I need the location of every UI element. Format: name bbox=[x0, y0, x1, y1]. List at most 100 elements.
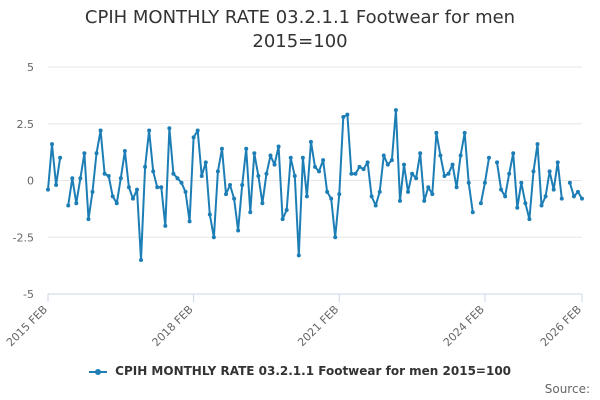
data-point bbox=[418, 151, 423, 156]
data-point bbox=[402, 162, 406, 167]
series-line bbox=[496, 143, 563, 221]
data-point bbox=[511, 151, 516, 156]
x-tick-label: 2024 FEB bbox=[441, 303, 487, 349]
data-point bbox=[543, 194, 548, 199]
data-point bbox=[130, 196, 135, 201]
data-point bbox=[575, 189, 580, 194]
chart-title-line-2: 2015=100 bbox=[252, 31, 348, 52]
data-point bbox=[135, 187, 139, 192]
data-point bbox=[195, 128, 200, 133]
data-point bbox=[495, 160, 500, 165]
data-point bbox=[78, 176, 83, 181]
data-point bbox=[240, 183, 245, 188]
data-point bbox=[232, 196, 237, 201]
data-point bbox=[114, 201, 119, 206]
data-point bbox=[54, 183, 59, 188]
data-point bbox=[46, 187, 50, 192]
data-point bbox=[531, 169, 536, 174]
source-credit[interactable]: Source: bbox=[544, 382, 590, 396]
data-point bbox=[426, 185, 431, 190]
data-point bbox=[268, 153, 273, 158]
chart-title-line-1: CPIH MONTHLY RATE 03.2.1.1 Footwear for … bbox=[84, 7, 516, 28]
data-point bbox=[442, 173, 447, 178]
data-point bbox=[74, 201, 79, 206]
data-point bbox=[470, 210, 475, 215]
data-point bbox=[430, 192, 435, 197]
data-point bbox=[333, 235, 338, 240]
data-point bbox=[183, 189, 188, 194]
data-point bbox=[337, 192, 342, 197]
data-point bbox=[365, 160, 370, 165]
data-point bbox=[434, 130, 439, 135]
data-point bbox=[389, 158, 394, 163]
data-point bbox=[559, 196, 564, 201]
data-point bbox=[143, 164, 148, 169]
legend[interactable]: CPIH MONTHLY RATE 03.2.1.1 Footwear for … bbox=[0, 364, 600, 378]
data-point bbox=[539, 203, 544, 208]
data-point bbox=[515, 205, 520, 210]
data-point bbox=[373, 203, 378, 208]
data-point bbox=[462, 130, 467, 135]
data-point bbox=[527, 217, 532, 222]
data-point bbox=[393, 108, 398, 113]
data-point bbox=[139, 257, 144, 262]
data-point bbox=[276, 144, 281, 149]
x-tick-label: 2021 FEB bbox=[295, 303, 341, 349]
data-point bbox=[361, 167, 366, 172]
data-point bbox=[171, 171, 176, 176]
data-point bbox=[450, 162, 455, 167]
data-point bbox=[422, 198, 427, 203]
data-point bbox=[486, 155, 491, 160]
data-point bbox=[219, 146, 224, 151]
data-point bbox=[58, 155, 63, 160]
data-point bbox=[523, 201, 528, 206]
data-point bbox=[454, 185, 459, 190]
data-point bbox=[203, 160, 208, 165]
data-point bbox=[466, 180, 471, 185]
data-point bbox=[110, 194, 115, 199]
data-point bbox=[94, 151, 99, 156]
series-layer bbox=[46, 108, 584, 262]
data-point bbox=[70, 176, 75, 181]
data-point bbox=[313, 164, 317, 169]
data-point bbox=[296, 253, 301, 258]
series-line bbox=[47, 143, 62, 191]
data-point bbox=[385, 162, 390, 167]
data-point bbox=[446, 171, 451, 176]
data-point bbox=[280, 217, 285, 222]
data-point bbox=[228, 183, 233, 188]
y-tick-label: -5 bbox=[23, 288, 34, 301]
y-tick-label: 0 bbox=[27, 175, 34, 188]
data-point bbox=[547, 169, 552, 174]
y-tick-label: -2.5 bbox=[13, 231, 34, 244]
data-point bbox=[248, 210, 253, 215]
data-point bbox=[82, 151, 87, 156]
data-point bbox=[126, 185, 131, 190]
data-point bbox=[555, 160, 560, 165]
data-point bbox=[551, 187, 556, 192]
data-point bbox=[535, 142, 540, 147]
data-point bbox=[272, 162, 277, 167]
data-point bbox=[580, 196, 584, 201]
data-point bbox=[284, 208, 289, 213]
data-point bbox=[98, 128, 103, 133]
data-point bbox=[377, 189, 382, 194]
data-point bbox=[260, 201, 265, 206]
data-point bbox=[397, 198, 402, 203]
data-point bbox=[236, 228, 241, 233]
data-point bbox=[329, 196, 334, 201]
data-point bbox=[187, 219, 192, 224]
data-point bbox=[499, 187, 504, 192]
data-point bbox=[50, 142, 55, 147]
data-point bbox=[438, 153, 443, 158]
data-point bbox=[288, 155, 293, 160]
data-point bbox=[410, 171, 415, 176]
data-point bbox=[341, 114, 346, 119]
data-point bbox=[191, 135, 196, 140]
data-point bbox=[167, 126, 172, 131]
data-point bbox=[406, 189, 411, 194]
data-point bbox=[175, 176, 180, 181]
data-point bbox=[106, 173, 111, 178]
data-point bbox=[519, 180, 524, 185]
data-point bbox=[571, 194, 576, 199]
